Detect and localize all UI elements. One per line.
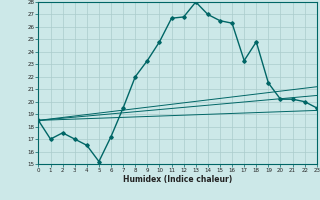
X-axis label: Humidex (Indice chaleur): Humidex (Indice chaleur) (123, 175, 232, 184)
